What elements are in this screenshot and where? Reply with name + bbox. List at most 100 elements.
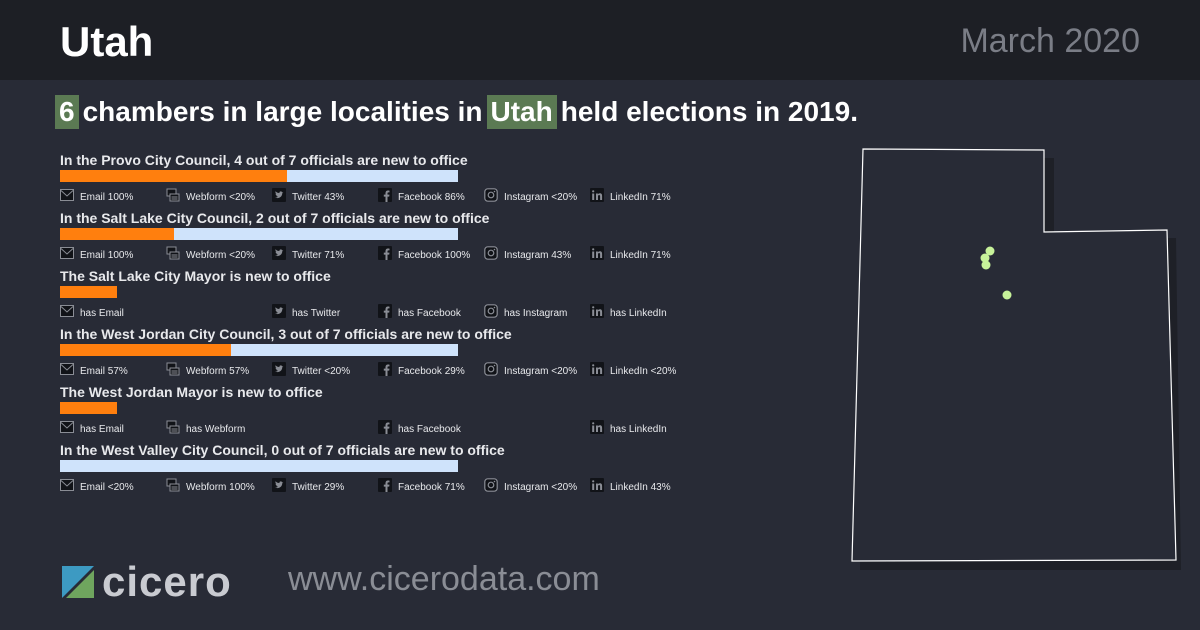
officials-total-bar	[60, 228, 458, 240]
linkedin-icon	[590, 478, 604, 492]
contact-channel: Twitter 43%	[272, 186, 344, 204]
webform-icon	[166, 246, 180, 260]
twitter-icon	[272, 188, 286, 202]
webform-icon	[166, 420, 180, 434]
chamber-title: In the Provo City Council, 4 out of 7 of…	[60, 152, 468, 168]
contact-channel: Webform 100%	[166, 476, 255, 494]
new-officials-bar	[60, 344, 231, 356]
contact-channel-label: Facebook 100%	[398, 250, 471, 261]
chamber-row: The Salt Lake City Mayor is new to offic…	[60, 268, 760, 326]
contact-channel: has LinkedIn	[590, 302, 667, 320]
contact-channel-label: has Email	[80, 308, 124, 319]
utah-outline	[851, 148, 1177, 562]
map-marker-salt-lake-city	[985, 246, 995, 256]
contact-channel: has LinkedIn	[590, 418, 667, 436]
contact-channel-label: has Webform	[186, 424, 246, 435]
linkedin-icon	[590, 362, 604, 376]
email-icon	[60, 246, 74, 260]
state-title: Utah	[60, 18, 154, 65]
contact-channel: Email 57%	[60, 360, 128, 378]
contact-channel-label: Twitter 43%	[292, 192, 345, 203]
contact-channel: Email 100%	[60, 186, 133, 204]
linkedin-icon	[590, 420, 604, 434]
chamber-row: In the West Valley City Council, 0 out o…	[60, 442, 760, 500]
contact-channel-label: has LinkedIn	[610, 308, 667, 319]
map-marker-provo	[1002, 290, 1012, 300]
website-url[interactable]: www.cicerodata.com	[288, 560, 600, 598]
contact-channel: Instagram <20%	[484, 186, 577, 204]
cicero-logo: cicero	[62, 561, 272, 603]
contact-channel-label: Facebook 71%	[398, 482, 465, 493]
contact-channel-label: Instagram 43%	[504, 250, 572, 261]
contact-channel-label: Email <20%	[80, 482, 134, 493]
chamber-title: The Salt Lake City Mayor is new to offic…	[60, 268, 331, 284]
instagram-icon	[484, 362, 498, 376]
contact-channel: Email <20%	[60, 476, 134, 494]
chamber-row: In the West Jordan City Council, 3 out o…	[60, 326, 760, 384]
contact-channel-label: Webform 57%	[186, 366, 250, 377]
officials-total-bar	[60, 286, 117, 298]
new-officials-bar	[60, 286, 117, 298]
contact-channel-label: LinkedIn 71%	[610, 192, 671, 203]
contact-channel: Facebook 71%	[378, 476, 465, 494]
facebook-icon	[378, 188, 392, 202]
webform-icon	[166, 478, 180, 492]
officials-total-bar	[60, 170, 458, 182]
contact-channel-label: Email 100%	[80, 192, 134, 203]
map-marker-west-valley-city	[980, 253, 990, 263]
headline-text-before: chambers in large localities in	[82, 96, 483, 127]
contact-channel-label: Twitter 29%	[292, 482, 345, 493]
contact-channel: Twitter 29%	[272, 476, 344, 494]
chamber-row: In the Salt Lake City Council, 2 out of …	[60, 210, 760, 268]
new-officials-bar	[60, 402, 117, 414]
chamber-count: 6	[55, 95, 79, 129]
contact-channel-label: Facebook 29%	[398, 366, 465, 377]
headline: 6 chambers in large localities in Utah h…	[55, 95, 858, 129]
officials-total-bar	[60, 402, 117, 414]
contact-channel-label: Instagram <20%	[504, 192, 578, 203]
facebook-icon	[378, 246, 392, 260]
twitter-icon	[272, 246, 286, 260]
facebook-icon	[378, 420, 392, 434]
linkedin-icon	[590, 188, 604, 202]
contact-channel-label: Twitter 71%	[292, 250, 345, 261]
contact-channel: Twitter 71%	[272, 244, 344, 262]
facebook-icon	[378, 362, 392, 376]
contact-channel: has Email	[60, 302, 124, 320]
utah-map	[851, 148, 1181, 570]
contact-channel: has Email	[60, 418, 124, 436]
twitter-icon	[272, 304, 286, 318]
chamber-title: The West Jordan Mayor is new to office	[60, 384, 323, 400]
chamber-list: In the Provo City Council, 4 out of 7 of…	[60, 152, 760, 500]
contact-channel: LinkedIn 71%	[590, 186, 671, 204]
email-icon	[60, 362, 74, 376]
contact-channel: Webform 57%	[166, 360, 249, 378]
contact-channel: Instagram <20%	[484, 360, 577, 378]
instagram-icon	[484, 188, 498, 202]
officials-total-bar	[60, 344, 458, 356]
contact-channel-label: Email 100%	[80, 250, 134, 261]
contact-channel-label: has LinkedIn	[610, 424, 667, 435]
facebook-icon	[378, 478, 392, 492]
contact-channel: Facebook 29%	[378, 360, 465, 378]
cicero-logo-mark-icon	[62, 566, 94, 598]
officials-total-bar	[60, 460, 458, 472]
twitter-icon	[272, 478, 286, 492]
chamber-title: In the Salt Lake City Council, 2 out of …	[60, 210, 490, 226]
chamber-title: In the West Jordan City Council, 3 out o…	[60, 326, 512, 342]
contact-channel: Email 100%	[60, 244, 133, 262]
report-date: March 2020	[960, 22, 1140, 60]
chamber-row: In the Provo City Council, 4 out of 7 of…	[60, 152, 760, 210]
contact-channel: has Facebook	[378, 418, 461, 436]
contact-channel: has Instagram	[484, 302, 567, 320]
contact-channel-label: Instagram <20%	[504, 366, 578, 377]
contact-channel: LinkedIn 71%	[590, 244, 671, 262]
contact-channel-label: Webform <20%	[186, 250, 256, 261]
webform-icon	[166, 188, 180, 202]
contact-channel: has Facebook	[378, 302, 461, 320]
contact-channel-label: Email 57%	[80, 366, 128, 377]
facebook-icon	[378, 304, 392, 318]
contact-channel-label: has Facebook	[398, 424, 461, 435]
contact-channel-label: LinkedIn <20%	[610, 366, 677, 377]
contact-channel: Facebook 100%	[378, 244, 470, 262]
